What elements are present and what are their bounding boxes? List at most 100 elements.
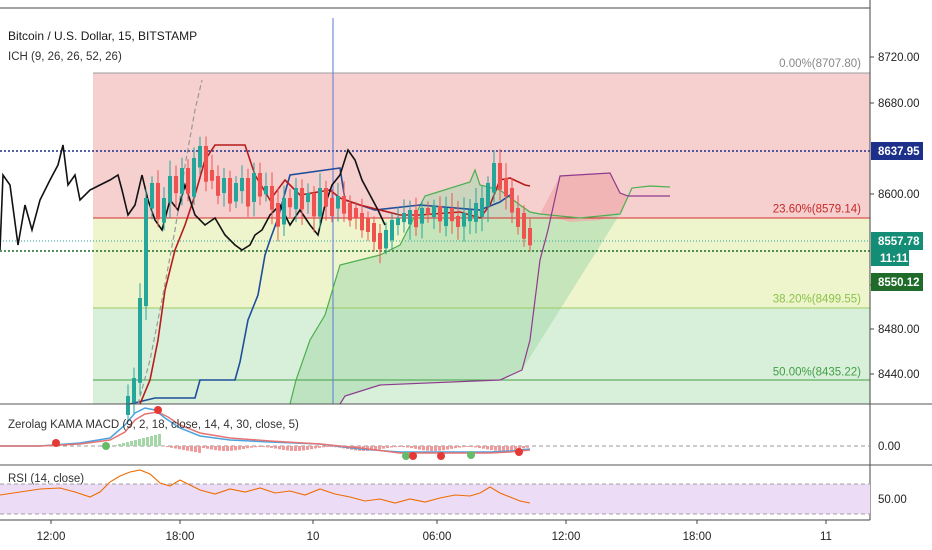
macd-bar — [214, 446, 217, 451]
candle-body — [390, 220, 394, 241]
macd-bar — [378, 446, 381, 450]
macd-dot — [402, 452, 410, 460]
macd-bar — [218, 446, 221, 451]
macd-bar — [274, 446, 277, 449]
macd-bar — [190, 446, 193, 452]
macd-bar — [122, 443, 125, 446]
candle-body — [198, 146, 202, 168]
macd-bar — [374, 446, 377, 451]
price-tick-label: 8720.00 — [878, 52, 920, 64]
macd-bar — [474, 446, 477, 448]
candle-body — [402, 213, 406, 223]
macd-bar — [158, 434, 161, 446]
macd-bar — [258, 446, 261, 448]
macd-bar — [322, 446, 325, 448]
candle-body — [174, 176, 178, 194]
candle-body — [306, 193, 310, 203]
macd-bar — [130, 441, 133, 446]
macd-bar — [382, 446, 385, 449]
candle-body — [438, 206, 442, 222]
macd-bar — [150, 436, 153, 446]
indicator-label: ICH (9, 26, 26, 52, 26) — [8, 51, 122, 63]
candle-body — [528, 228, 532, 246]
macd-bar — [126, 442, 129, 446]
macd-bar — [430, 446, 433, 451]
macd-bar — [414, 446, 417, 449]
macd-bar — [370, 446, 373, 451]
macd-bar — [234, 446, 237, 451]
macd-bar — [294, 446, 297, 451]
candle-body — [468, 210, 472, 222]
macd-signal-dots — [52, 406, 523, 460]
candle-body — [384, 230, 388, 249]
price-tick-label: 8480.00 — [878, 324, 920, 336]
macd-bar — [226, 446, 229, 451]
macd-bar — [282, 446, 285, 450]
price-tick-label: 8680.00 — [878, 98, 920, 110]
candle-body — [522, 213, 526, 239]
macd-bar — [222, 446, 225, 451]
macd-bar — [202, 446, 205, 449]
candle-body — [222, 178, 226, 194]
cloud-red-fill — [540, 173, 628, 222]
macd-bar — [210, 446, 213, 450]
candle-body — [342, 196, 346, 214]
macd-bar — [206, 446, 209, 449]
candle-body — [150, 183, 154, 209]
time-tick-label: 12:00 — [552, 531, 581, 543]
macd-bar — [242, 446, 245, 449]
time-tick-label: 18:00 — [166, 531, 195, 543]
macd-bar — [426, 446, 429, 451]
candle-body — [240, 178, 244, 192]
time-axis: 12:00 18:00 10 06:00 12:00 18:00 11 — [37, 520, 832, 543]
rsi-pane: RSI (14, close) 50.00 — [0, 469, 907, 515]
macd-dot — [102, 442, 110, 450]
macd-bar — [166, 446, 169, 448]
macd-bar — [406, 446, 409, 448]
macd-bar — [518, 446, 521, 450]
macd-bar — [418, 446, 421, 450]
candle-body — [294, 188, 298, 210]
candle-body — [192, 158, 196, 197]
candle-body — [252, 173, 256, 202]
time-tick-label: 06:00 — [423, 531, 452, 543]
macd-bar — [306, 446, 309, 450]
macd-dot — [515, 448, 523, 456]
macd-bar — [470, 446, 473, 448]
macd-bar — [498, 446, 501, 451]
candle-body — [474, 203, 478, 222]
candle-body — [258, 173, 262, 197]
time-tick-label: 18:00 — [683, 531, 712, 543]
candle-body — [300, 188, 304, 210]
candle-body — [432, 206, 436, 218]
senkou-lines — [289, 168, 671, 405]
macd-bar — [118, 444, 121, 446]
candle-body — [138, 298, 142, 383]
price-tag-8550-bg — [871, 273, 923, 291]
candle-body — [318, 188, 322, 217]
fib-label: 50.00%(8435.22) — [773, 366, 861, 378]
candlesticks — [126, 136, 532, 423]
macd-bar — [246, 446, 249, 449]
macd-bar — [186, 446, 189, 451]
macd-bar — [310, 446, 313, 450]
macd-dot — [52, 439, 60, 447]
macd-pane: Zerolag KAMA MACD (9, 2, 18, close, 14, … — [0, 406, 900, 460]
price-tag-timer: 11:11 — [880, 253, 909, 265]
macd-zero-tick: 0.00 — [878, 441, 900, 453]
macd-bar — [458, 446, 461, 448]
candle-body — [144, 198, 148, 307]
macd-bar — [494, 446, 497, 451]
macd-bar — [298, 446, 301, 451]
senkou-dash-line — [137, 79, 203, 405]
macd-bar — [490, 446, 493, 451]
price-tick-label: 8440.00 — [878, 369, 920, 381]
macd-bar — [270, 446, 273, 448]
macd-bar — [266, 446, 269, 448]
candle-body — [162, 198, 166, 223]
candle-body — [366, 218, 370, 232]
macd-bar — [478, 446, 481, 448]
price-tick-label: 8600.00 — [878, 189, 920, 201]
macd-bar — [526, 446, 529, 448]
macd-bar — [318, 446, 321, 448]
